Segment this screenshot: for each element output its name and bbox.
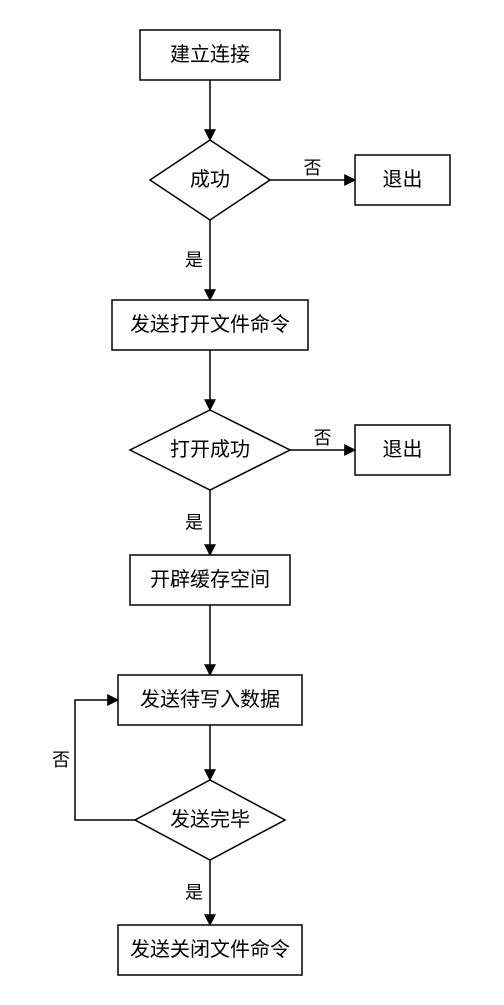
node-e1: 退出 bbox=[355, 155, 450, 205]
svg-text:打开成功: 打开成功 bbox=[170, 438, 250, 461]
node-e2: 退出 bbox=[355, 425, 450, 475]
svg-text:发送关闭文件命令: 发送关闭文件命令 bbox=[130, 938, 290, 961]
edge-label-4: 否 bbox=[314, 428, 332, 448]
edge-label-2: 是 bbox=[185, 250, 203, 270]
flowchart: 建立连接成功退出发送打开文件命令打开成功退出开辟缓存空间发送待写入数据发送完毕发… bbox=[0, 0, 504, 1000]
node-n4: 发送待写入数据 bbox=[118, 675, 302, 725]
svg-text:建立连接: 建立连接 bbox=[170, 43, 250, 66]
node-d3: 发送完毕 bbox=[135, 780, 285, 860]
svg-text:发送待写入数据: 发送待写入数据 bbox=[140, 688, 280, 711]
node-n5: 发送关闭文件命令 bbox=[118, 925, 302, 975]
node-n1: 建立连接 bbox=[140, 30, 280, 80]
svg-text:退出: 退出 bbox=[383, 438, 423, 461]
edge-label-9: 否 bbox=[52, 750, 70, 770]
svg-text:成功: 成功 bbox=[190, 168, 230, 191]
svg-text:发送完毕: 发送完毕 bbox=[170, 808, 250, 831]
svg-text:发送打开文件命令: 发送打开文件命令 bbox=[130, 313, 290, 336]
node-d1: 成功 bbox=[150, 140, 270, 220]
edge-label-8: 是 bbox=[185, 883, 203, 903]
node-n3: 开辟缓存空间 bbox=[130, 555, 290, 605]
svg-text:退出: 退出 bbox=[383, 168, 423, 191]
node-n2: 发送打开文件命令 bbox=[112, 300, 308, 350]
svg-text:开辟缓存空间: 开辟缓存空间 bbox=[150, 568, 270, 591]
node-d2: 打开成功 bbox=[130, 410, 290, 490]
edge-label-1: 否 bbox=[304, 158, 322, 178]
edge-label-5: 是 bbox=[185, 513, 203, 533]
